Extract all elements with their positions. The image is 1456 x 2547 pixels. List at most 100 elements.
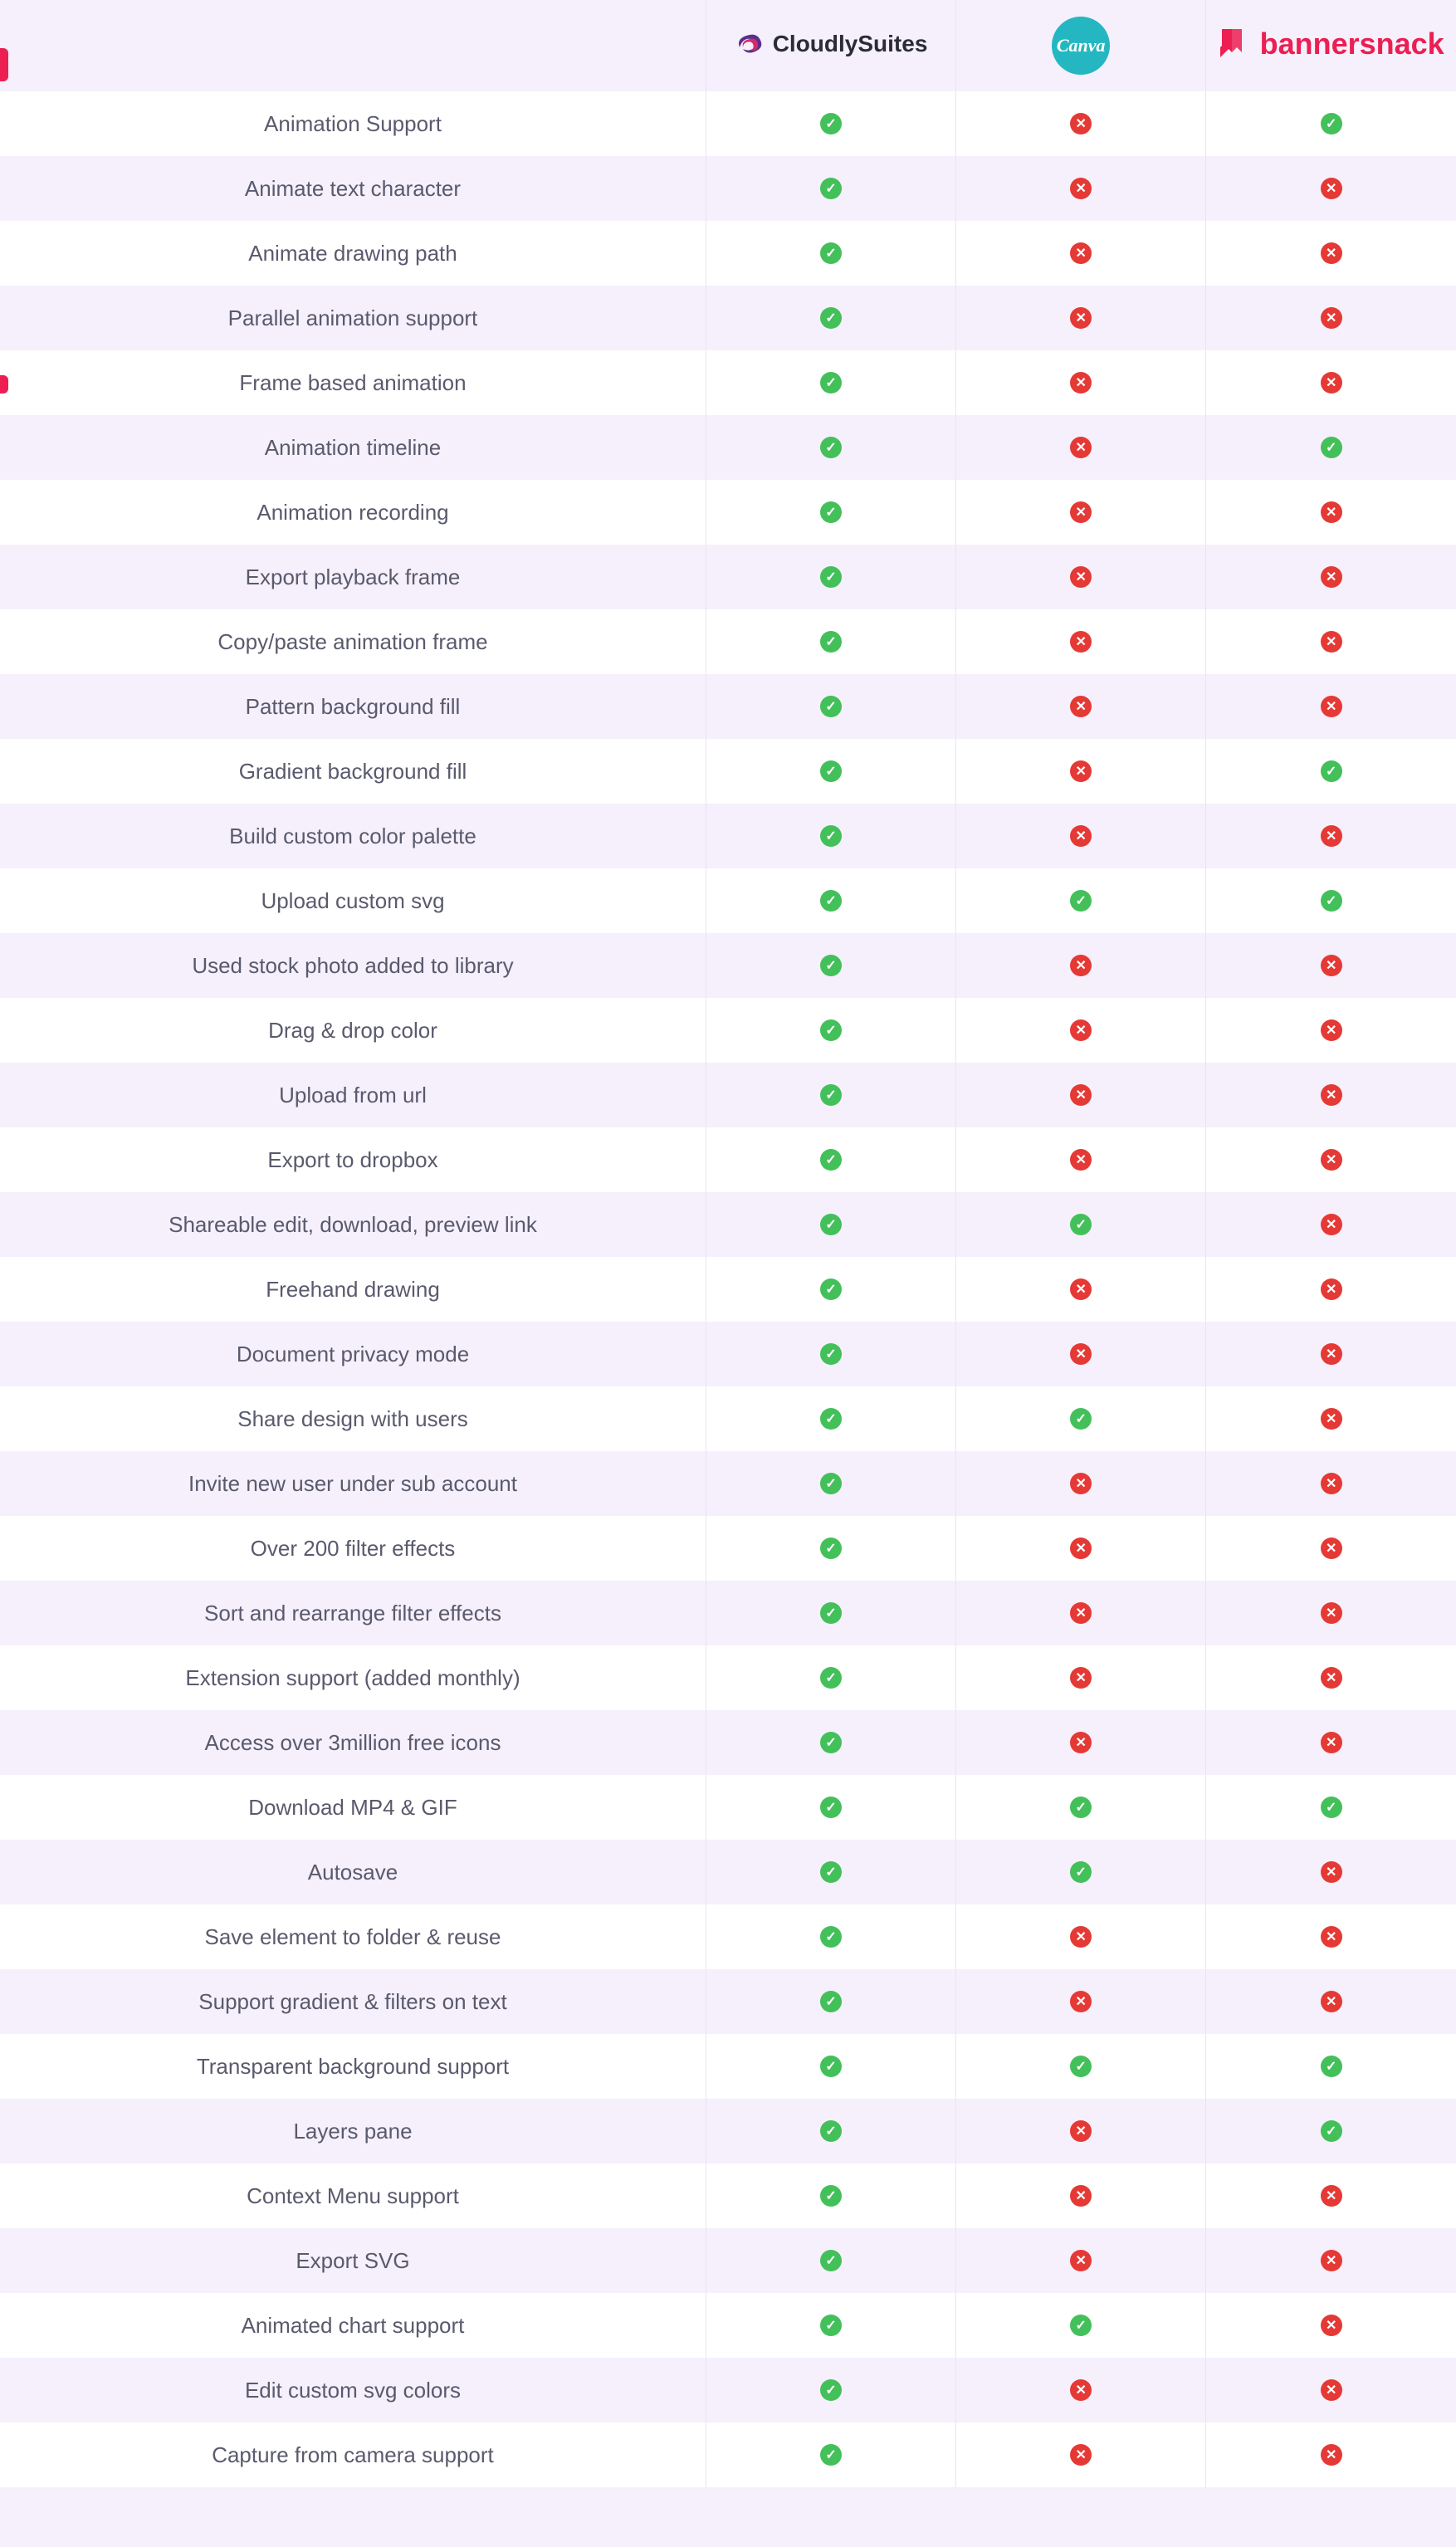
value-cell-bannersnack: ✕: [1206, 2358, 1456, 2422]
value-cell-cloudlysuites: ✓: [706, 1581, 955, 1645]
value-cell-canva: ✕: [956, 998, 1206, 1063]
cross-icon: ✕: [1321, 1343, 1342, 1365]
check-icon: ✓: [820, 1084, 842, 1106]
value-cell-canva: ✕: [956, 1127, 1206, 1192]
cross-icon: ✕: [1321, 1732, 1342, 1753]
value-cell-canva: ✕: [956, 480, 1206, 545]
check-icon: ✓: [820, 566, 842, 588]
value-cell-canva: ✕: [956, 804, 1206, 868]
table-row: Access over 3million free icons✓✕✕: [0, 1710, 1456, 1775]
check-icon: ✓: [820, 2315, 842, 2336]
value-cell-canva: ✕: [956, 2422, 1206, 2487]
value-cell-canva: ✕: [956, 1451, 1206, 1516]
value-cell-canva: ✕: [956, 1969, 1206, 2034]
cross-icon: ✕: [1070, 501, 1092, 523]
value-cell-canva: ✕: [956, 1904, 1206, 1969]
value-cell-canva: ✕: [956, 2099, 1206, 2163]
feature-comparison-table: CloudlySuites Canva bannersnack: [0, 0, 1456, 2487]
cross-icon: ✕: [1070, 1019, 1092, 1041]
feature-label: Animate drawing path: [248, 241, 457, 266]
check-icon: ✓: [820, 631, 842, 653]
value-cell-canva: ✕: [956, 1581, 1206, 1645]
value-cell-bannersnack: ✕: [1206, 1257, 1456, 1322]
feature-cell: Autosave: [0, 1840, 706, 1904]
cross-icon: ✕: [1070, 1278, 1092, 1300]
feature-cell: Pattern background fill: [0, 674, 706, 739]
check-icon: ✓: [1070, 1408, 1092, 1430]
cross-icon: ✕: [1321, 1084, 1342, 1106]
value-cell-canva: ✕: [956, 2228, 1206, 2293]
cloudlysuites-logo-icon: [735, 29, 765, 59]
feature-label: Shareable edit, download, preview link: [169, 1212, 537, 1237]
check-icon: ✓: [820, 1537, 842, 1559]
check-icon: ✓: [820, 113, 842, 134]
cross-icon: ✕: [1070, 566, 1092, 588]
value-cell-canva: ✕: [956, 415, 1206, 480]
value-cell-canva: ✕: [956, 350, 1206, 415]
feature-cell: Animate drawing path: [0, 221, 706, 286]
feature-label: Animated chart support: [242, 2313, 465, 2338]
check-icon: ✓: [820, 2250, 842, 2271]
value-cell-cloudlysuites: ✓: [706, 286, 955, 350]
check-icon: ✓: [820, 178, 842, 199]
value-cell-cloudlysuites: ✓: [706, 2293, 955, 2358]
feature-label: Freehand drawing: [266, 1277, 440, 1302]
check-icon: ✓: [820, 955, 842, 976]
canva-logo-icon: Canva: [1052, 17, 1110, 75]
value-cell-bannersnack: ✕: [1206, 1969, 1456, 2034]
value-cell-bannersnack: ✕: [1206, 545, 1456, 609]
cross-icon: ✕: [1321, 2379, 1342, 2401]
value-cell-cloudlysuites: ✓: [706, 415, 955, 480]
value-cell-cloudlysuites: ✓: [706, 1322, 955, 1386]
feature-cell: Gradient background fill: [0, 739, 706, 804]
check-icon: ✓: [820, 1214, 842, 1235]
value-cell-cloudlysuites: ✓: [706, 998, 955, 1063]
cross-icon: ✕: [1321, 955, 1342, 976]
feature-label: Frame based animation: [239, 370, 466, 395]
check-icon: ✓: [820, 825, 842, 847]
feature-label: Animation timeline: [265, 435, 441, 460]
value-cell-bannersnack: ✕: [1206, 1322, 1456, 1386]
table-row: Build custom color palette✓✕✕: [0, 804, 1456, 868]
feature-label: Drag & drop color: [268, 1018, 437, 1043]
table-row: Pattern background fill✓✕✕: [0, 674, 1456, 739]
brand-header-cloudlysuites: CloudlySuites: [706, 0, 955, 91]
check-icon: ✓: [820, 1408, 842, 1430]
value-cell-bannersnack: ✓: [1206, 91, 1456, 156]
feature-cell: Share design with users: [0, 1386, 706, 1451]
value-cell-canva: ✕: [956, 1516, 1206, 1581]
value-cell-bannersnack: ✕: [1206, 609, 1456, 674]
table-row: Download MP4 & GIF✓✓✓: [0, 1775, 1456, 1840]
feature-label: Gradient background fill: [239, 759, 467, 784]
value-cell-bannersnack: ✕: [1206, 1581, 1456, 1645]
cross-icon: ✕: [1070, 696, 1092, 717]
table-row: Upload from url✓✕✕: [0, 1063, 1456, 1127]
cross-icon: ✕: [1070, 307, 1092, 329]
cloudlysuites-brand-name: CloudlySuites: [773, 31, 928, 57]
cross-icon: ✕: [1321, 2185, 1342, 2207]
value-cell-canva: ✓: [956, 1775, 1206, 1840]
feature-cell: Export SVG: [0, 2228, 706, 2293]
feature-cell: Animate text character: [0, 156, 706, 221]
page-edge-decoration: [0, 375, 8, 394]
check-icon: ✓: [820, 1861, 842, 1883]
cross-icon: ✕: [1070, 1732, 1092, 1753]
cross-icon: ✕: [1070, 1149, 1092, 1171]
table-row: Animation timeline✓✕✓: [0, 415, 1456, 480]
table-row: Extension support (added monthly)✓✕✕: [0, 1645, 1456, 1710]
feature-label: Extension support (added monthly): [185, 1665, 520, 1690]
cross-icon: ✕: [1070, 2120, 1092, 2142]
feature-cell: Animation timeline: [0, 415, 706, 480]
feature-cell: Upload custom svg: [0, 868, 706, 933]
cross-icon: ✕: [1070, 1084, 1092, 1106]
check-icon: ✓: [820, 2120, 842, 2142]
value-cell-bannersnack: ✕: [1206, 1840, 1456, 1904]
cross-icon: ✕: [1321, 1602, 1342, 1624]
value-cell-bannersnack: ✕: [1206, 350, 1456, 415]
value-cell-canva: ✕: [956, 739, 1206, 804]
value-cell-cloudlysuites: ✓: [706, 2422, 955, 2487]
feature-cell: Layers pane: [0, 2099, 706, 2163]
feature-label: Transparent background support: [197, 2054, 509, 2079]
value-cell-cloudlysuites: ✓: [706, 480, 955, 545]
brand-header-bannersnack: bannersnack: [1206, 0, 1456, 91]
